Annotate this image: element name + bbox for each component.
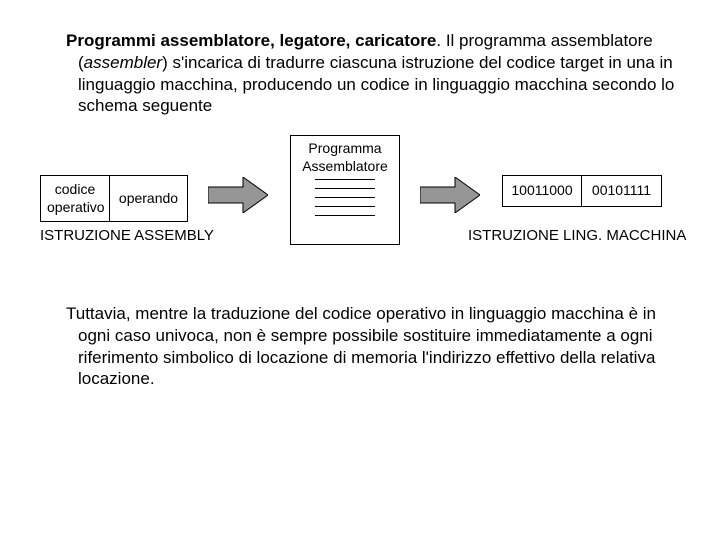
assembler-program-title: Programma Assemblatore xyxy=(297,140,393,175)
assembly-caption: ISTRUZIONE ASSEMBLY xyxy=(40,227,214,244)
arrow-right xyxy=(420,177,480,213)
intro-text-b: ) s'incarica di tradurre ciascuna istruz… xyxy=(78,53,674,116)
arrow-left-shape xyxy=(208,177,268,213)
arrow-left xyxy=(208,177,268,213)
assembly-opcode-cell: codice operativo xyxy=(40,175,110,222)
intro-paragraph: Programmi assemblatore, legatore, carica… xyxy=(50,30,680,117)
intro-title: Programmi assemblatore, legatore, carica… xyxy=(66,31,436,50)
assembler-diagram: codice operativo operando ISTRUZIONE ASS… xyxy=(40,135,700,285)
assembly-operand-cell: operando xyxy=(110,175,188,222)
assembler-page-lines xyxy=(297,179,393,222)
intro-italic: assembler xyxy=(84,53,162,72)
assembler-program-box: Programma Assemblatore xyxy=(290,135,400,245)
closing-paragraph: Tuttavia, mentre la traduzione del codic… xyxy=(50,303,680,390)
machine-cell2: 00101111 xyxy=(582,175,662,207)
arrow-right-shape xyxy=(420,177,480,213)
machine-cell1: 10011000 xyxy=(502,175,582,207)
machine-caption: ISTRUZIONE LING. MACCHINA xyxy=(468,227,686,244)
assembly-instruction-box: codice operativo operando xyxy=(40,175,188,222)
machine-instruction-box: 10011000 00101111 xyxy=(502,175,662,207)
